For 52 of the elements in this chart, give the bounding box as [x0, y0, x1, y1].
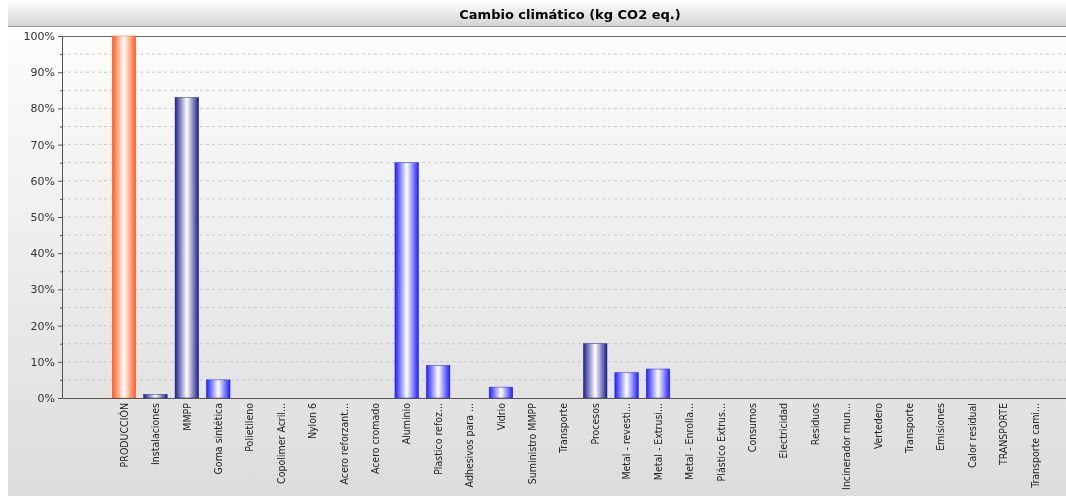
- x-tick-label: Goma sintética: [211, 403, 224, 475]
- bar: [206, 379, 231, 399]
- x-tick-label: Vertedero: [871, 402, 884, 450]
- x-tick-label: Consumos: [745, 402, 758, 453]
- y-tick-label: 10%: [30, 355, 55, 369]
- bar: [426, 365, 451, 399]
- x-tick-label: Calor residual: [965, 403, 978, 469]
- bar: [174, 97, 199, 399]
- x-tick-label: PRODUCCIÓN: [117, 403, 130, 468]
- y-tick-label: 100%: [23, 30, 55, 44]
- chart-title: Cambio climático (kg CO2 eq.): [459, 7, 681, 22]
- y-tick-label: 80%: [30, 102, 55, 116]
- x-tick-label: Copolimer Acril...: [274, 403, 287, 484]
- bar: [614, 372, 639, 399]
- x-tick-label: TRANSPORTE: [997, 402, 1010, 467]
- x-tick-label: Instalaciones: [149, 402, 162, 465]
- bar: [488, 386, 513, 399]
- x-tick-label: Nylon 6: [306, 403, 319, 440]
- x-tick-label: Acero cromado: [368, 402, 381, 475]
- x-tick-label: Adhesivos para ...: [463, 403, 476, 488]
- bar: [394, 162, 419, 399]
- y-tick-label: 0%: [37, 392, 55, 406]
- bar: [143, 394, 168, 399]
- bar: [583, 343, 608, 399]
- y-tick-label: 20%: [30, 319, 55, 333]
- y-tick-label: 60%: [30, 174, 55, 188]
- x-tick-label: Plástico Extrus...: [714, 403, 727, 482]
- bar: [111, 35, 137, 399]
- x-tick-label: Aluminio: [400, 402, 413, 445]
- x-tick-label: Residuos: [808, 402, 821, 446]
- y-tick-label: 40%: [30, 247, 55, 261]
- x-tick-label: Incinerador mun...: [840, 403, 853, 490]
- x-tick-label: Polietileno: [243, 402, 256, 452]
- x-tick-label: Metal - Extrusi...: [651, 403, 664, 481]
- bar: [646, 368, 671, 399]
- y-tick-label: 30%: [30, 283, 55, 297]
- x-tick-label: Transporte: [557, 402, 570, 454]
- x-tick-label: Vidrio: [494, 402, 507, 431]
- x-tick-label: Electricidad: [777, 403, 790, 459]
- x-tick-label: Emisiones: [934, 402, 947, 451]
- x-tick-label: Metal - revesti...: [620, 403, 633, 480]
- x-tick-label: Transporte cami...: [1028, 403, 1041, 489]
- x-tick-label: Procesos: [588, 402, 601, 445]
- x-tick-label: Suministro MMPP: [526, 402, 539, 485]
- x-tick-label: Metal - Enrolla...: [683, 403, 696, 480]
- x-tick-label: Transporte: [903, 402, 916, 454]
- y-tick-label: 90%: [30, 66, 55, 80]
- y-tick-label: 50%: [30, 211, 55, 225]
- x-tick-label: Acero reforzant...: [337, 403, 350, 485]
- y-tick-label: 70%: [30, 138, 55, 152]
- x-tick-label: MMPP: [180, 402, 193, 431]
- x-tick-label: Plastico refoz...: [431, 403, 444, 475]
